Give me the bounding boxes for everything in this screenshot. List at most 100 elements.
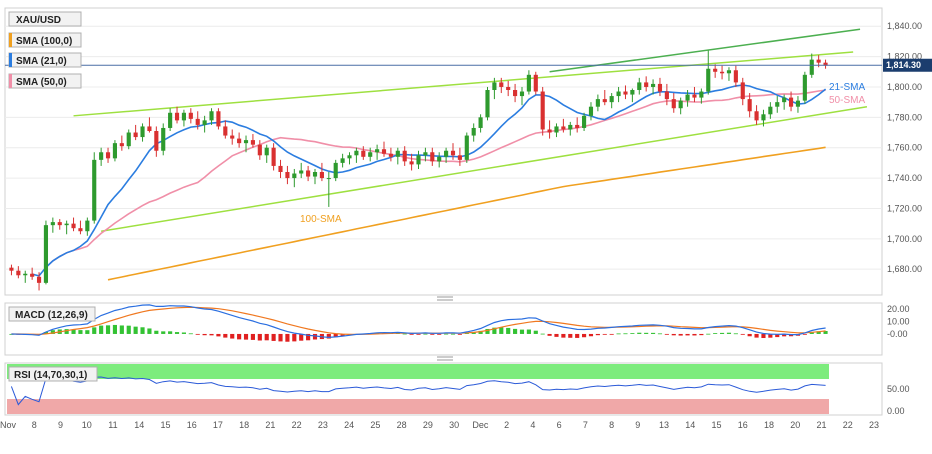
candle: [209, 108, 214, 125]
candle: [409, 153, 414, 171]
macd-line: [11, 304, 826, 339]
macd-histogram-bar: [437, 333, 442, 335]
candle: [782, 94, 787, 110]
macd-tick-label: -0.00: [887, 329, 908, 339]
trend-channel: [73, 28, 868, 232]
legend-label-sma50: SMA (50,0): [16, 77, 67, 88]
pane-resize-handle-2[interactable]: [437, 356, 453, 361]
date-tick-label: 13: [659, 420, 669, 430]
candle: [595, 94, 600, 112]
candle: [257, 140, 262, 160]
candle: [30, 267, 35, 280]
date-tick-label: 28: [397, 420, 407, 430]
macd-histogram-bar: [630, 333, 635, 334]
macd-histogram-bar: [664, 333, 669, 335]
date-tick-label: 8: [609, 420, 614, 430]
macd-histogram-bar: [775, 333, 780, 338]
candle: [733, 65, 738, 87]
candle: [78, 220, 83, 235]
candle: [602, 90, 607, 106]
candle: [671, 93, 676, 113]
macd-legend[interactable]: MACD (12,26,9): [8, 306, 96, 322]
macd-histogram-bar: [726, 332, 732, 334]
macd-histogram-bar: [554, 333, 559, 337]
candle: [168, 108, 173, 131]
macd-histogram-bar: [181, 332, 186, 334]
candle: [333, 159, 338, 182]
rsi-legend[interactable]: RSI (14,70,30,1): [8, 366, 98, 382]
candle: [651, 79, 656, 95]
legend-label-sma21: SMA (21,0): [16, 56, 67, 67]
date-tick-label: 2: [504, 420, 509, 430]
macd-histogram-bar: [71, 329, 76, 334]
candle: [271, 143, 276, 171]
candle: [471, 123, 476, 142]
candle: [250, 134, 255, 148]
candle: [795, 96, 801, 113]
candle: [195, 111, 200, 130]
macd-histogram-bar: [526, 329, 531, 334]
candle: [154, 126, 159, 157]
macd-histogram-bar: [409, 333, 414, 335]
candle: [112, 140, 118, 162]
candle: [64, 220, 69, 235]
date-tick-label: 9: [635, 420, 640, 430]
macd-histogram-bar: [299, 333, 304, 341]
macd-histogram-bar: [450, 333, 456, 335]
legend-item-sma100[interactable]: SMA (100,0): [8, 32, 82, 48]
macd-histogram-bar: [133, 326, 138, 334]
macd-histogram-bar: [485, 328, 490, 334]
macd-histogram-bar: [188, 333, 193, 335]
macd-histogram-bar: [478, 330, 483, 334]
macd-histogram-bar: [685, 333, 690, 336]
macd-histogram-bar: [306, 333, 311, 341]
candle: [761, 109, 766, 127]
macd-histogram-bar: [609, 333, 614, 335]
candle: [312, 168, 318, 185]
candle: [513, 83, 518, 103]
legend-item-symbol[interactable]: XAU/USD: [8, 11, 82, 27]
macd-histogram-bar: [492, 327, 497, 334]
candle: [588, 102, 594, 121]
price-tick-label: 1,780.00: [887, 112, 922, 122]
candle: [747, 93, 752, 118]
legend-item-sma21[interactable]: SMA (21,0): [8, 52, 82, 68]
rsi-tick-label: 50.00: [887, 384, 910, 394]
date-tick-label: 21: [265, 420, 275, 430]
price-pane: [4, 7, 883, 296]
date-tick-label: 11: [108, 420, 117, 430]
candle: [719, 65, 725, 80]
date-tick-label: 9: [58, 420, 63, 430]
macd-histogram-bar: [692, 333, 697, 336]
candle: [140, 123, 145, 142]
date-tick-label: 29: [423, 420, 433, 430]
candle: [230, 129, 235, 145]
price-tick-label: 1,800.00: [887, 82, 922, 92]
macd-histogram-bar: [271, 333, 276, 341]
date-tick-label: 10: [82, 420, 92, 430]
candle: [423, 147, 428, 162]
macd-histogram-bar: [747, 333, 752, 337]
candle: [16, 266, 21, 279]
macd-histogram-bar: [161, 331, 166, 334]
macd-histogram-bar: [568, 333, 573, 338]
macd-histogram-bar: [168, 331, 173, 334]
candle: [243, 135, 249, 153]
date-tick-label: 22: [292, 420, 302, 430]
rsi-indicator: [10, 376, 826, 406]
date-tick-label: 23: [869, 420, 879, 430]
macd-histogram-bar: [595, 333, 600, 336]
date-tick-label: 30: [449, 420, 459, 430]
legend-item-sma50[interactable]: SMA (50,0): [8, 73, 82, 89]
macd-histogram-bar: [761, 333, 766, 339]
macd-histogram-bar: [678, 333, 683, 336]
macd-histogram-bar: [733, 333, 738, 335]
macd-histogram-bar: [64, 329, 69, 334]
pane-resize-handle-1[interactable]: [437, 296, 453, 301]
candle: [437, 152, 442, 168]
macd-histogram-bar: [499, 327, 504, 334]
sma50-annotation: 50-SMA: [829, 95, 865, 106]
candle: [754, 105, 759, 125]
macd-indicator: [9, 304, 828, 342]
macd-histogram-bar: [719, 332, 725, 334]
